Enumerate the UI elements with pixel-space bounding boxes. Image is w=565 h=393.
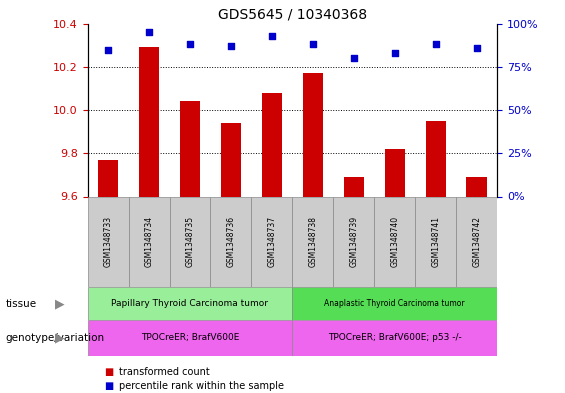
Bar (180, 101, 200, 196)
Text: GSM1348741: GSM1348741 (431, 216, 440, 267)
Bar (293, 320, 497, 356)
Bar (415, 196, 457, 287)
Point (390, 50, 399, 56)
Text: tissue: tissue (6, 299, 37, 309)
Text: Anaplastic Thyroid Carcinoma tumor: Anaplastic Thyroid Carcinoma tumor (324, 299, 465, 308)
Bar (129, 196, 170, 287)
Text: GSM1348742: GSM1348742 (472, 216, 481, 267)
Point (145, 29, 154, 35)
Bar (211, 196, 251, 287)
Bar (467, 177, 487, 196)
Point (308, 41, 318, 48)
Bar (88, 320, 293, 356)
Bar (457, 196, 497, 287)
Bar (293, 287, 497, 320)
Text: transformed count: transformed count (119, 367, 210, 377)
Title: GDS5645 / 10340368: GDS5645 / 10340368 (218, 7, 367, 21)
Bar (88, 196, 129, 287)
Text: ■: ■ (105, 367, 114, 377)
Bar (293, 196, 333, 287)
Point (185, 41, 194, 48)
Bar (385, 149, 405, 196)
Bar (88, 287, 293, 320)
Point (431, 41, 440, 48)
Text: GSM1348733: GSM1348733 (103, 216, 112, 267)
Bar (303, 73, 323, 196)
Text: Papillary Thyroid Carcinoma tumor: Papillary Thyroid Carcinoma tumor (111, 299, 268, 308)
Point (227, 43, 236, 49)
Text: ▶: ▶ (54, 297, 64, 310)
Bar (251, 196, 293, 287)
Text: TPOCreER; BrafV600E; p53 -/-: TPOCreER; BrafV600E; p53 -/- (328, 334, 462, 342)
Bar (170, 196, 210, 287)
Bar (374, 196, 415, 287)
Bar (221, 123, 241, 196)
Point (472, 45, 481, 51)
Bar (262, 93, 282, 196)
Bar (98, 160, 118, 196)
Text: GSM1348736: GSM1348736 (227, 216, 236, 267)
Text: TPOCreER; BrafV600E: TPOCreER; BrafV600E (141, 334, 239, 342)
Text: percentile rank within the sample: percentile rank within the sample (119, 381, 284, 391)
Text: GSM1348737: GSM1348737 (267, 216, 276, 267)
Text: GSM1348740: GSM1348740 (390, 216, 399, 267)
Text: GSM1348739: GSM1348739 (349, 216, 358, 267)
Text: ▶: ▶ (54, 331, 64, 345)
Bar (425, 121, 446, 196)
Bar (139, 48, 159, 196)
Bar (344, 177, 364, 196)
Text: GSM1348735: GSM1348735 (185, 216, 194, 267)
Point (349, 55, 358, 61)
Bar (333, 196, 374, 287)
Text: ■: ■ (105, 381, 114, 391)
Point (103, 46, 112, 53)
Point (267, 33, 276, 39)
Text: GSM1348734: GSM1348734 (145, 216, 154, 267)
Text: GSM1348738: GSM1348738 (308, 216, 318, 267)
Text: genotype/variation: genotype/variation (6, 333, 105, 343)
